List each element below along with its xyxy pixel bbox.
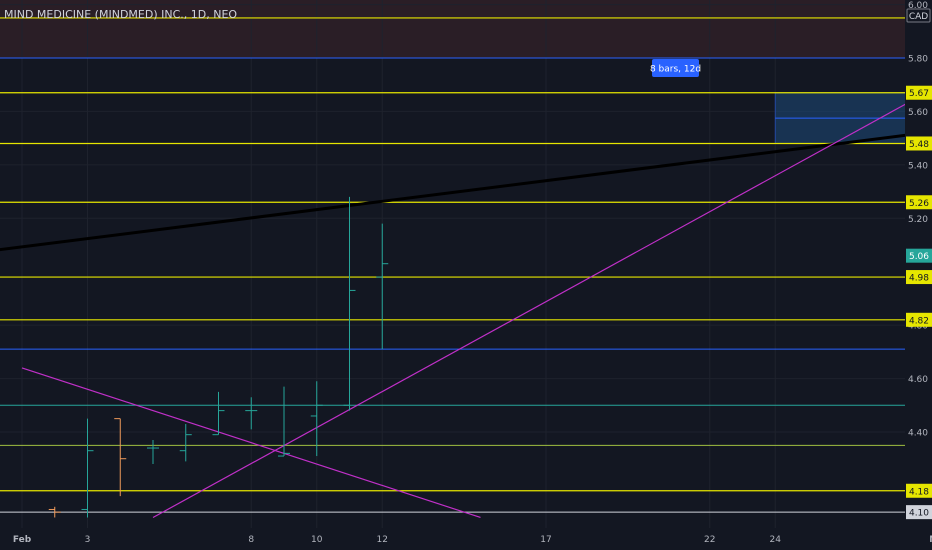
level-tag (906, 312, 932, 327)
horizontal-levels[interactable] (0, 17, 905, 513)
level-tag (906, 85, 932, 100)
level-tag-text: 4.98 (909, 274, 929, 284)
interval: 1D (190, 8, 207, 21)
exchange: NEO (213, 8, 238, 21)
level-tag (906, 270, 932, 285)
ohlc-bar (114, 418, 127, 497)
ohlc-bar (310, 381, 323, 457)
time-tick-label: Feb (13, 535, 32, 545)
level-tag-text: 4.10 (909, 509, 929, 519)
level-price-tags: 5.67 5.48 5.26 4.98 4.82 4.18 4.10 5.06 (906, 85, 932, 520)
ohlc-bars (48, 196, 389, 518)
time-axis[interactable] (0, 528, 905, 550)
currency-label: CAD (909, 12, 928, 22)
price-tick-label: 5.40 (908, 161, 928, 171)
ohlc-bar (147, 440, 159, 465)
last-price-text: 5.06 (909, 252, 929, 262)
measure-label: 8 bars, 12d (650, 59, 701, 77)
price-tick-label: 5.20 (908, 215, 928, 225)
time-tick-label: 22 (704, 535, 715, 545)
price-tick-label: 5.60 (908, 108, 928, 118)
price-axis[interactable] (905, 0, 932, 528)
currency-badge[interactable]: CAD (906, 8, 931, 23)
ohlc-bar (278, 386, 290, 457)
chart-title: MIND MEDICINE (MINDMED) INC., 1D, NEO (4, 8, 238, 21)
time-tick-label: 10 (311, 535, 323, 545)
ohlc-bar (212, 391, 225, 436)
ohlc-bar (245, 397, 258, 430)
measure-label-text: 8 bars, 12d (650, 65, 701, 75)
time-axis-labels: Feb381012172224Mar3810 (13, 535, 932, 545)
trend-line[interactable] (21, 367, 481, 519)
time-tick-label: 17 (540, 535, 551, 545)
level-tag (906, 195, 932, 210)
level-tag-text: 5.48 (909, 140, 929, 150)
time-tick-label: 12 (377, 535, 388, 545)
time-tick-label: 3 (85, 535, 91, 545)
price-tick-label: 6.00 (908, 1, 928, 11)
ohlc-bar (81, 418, 94, 518)
ohlc-bar (376, 223, 389, 350)
level-tag-text: 5.26 (909, 199, 929, 209)
trend-line[interactable] (0, 61, 932, 272)
level-tag (906, 136, 932, 151)
price-tick-label: 4.60 (908, 375, 928, 385)
ohlc-bar (179, 423, 192, 462)
price-tick-label: 5.80 (908, 55, 928, 65)
ohlc-bar (48, 506, 61, 518)
price-tick-label: 4.40 (908, 429, 928, 439)
upper-zone-shading (0, 0, 905, 58)
ohlc-bar (343, 196, 356, 411)
level-tag-text: 4.18 (909, 487, 929, 497)
level-tag (906, 483, 932, 498)
level-tag-text: 4.82 (909, 316, 929, 326)
level-tag-text: 5.67 (909, 89, 929, 99)
time-tick-label: 8 (248, 535, 254, 545)
time-tick-label: Mar (929, 535, 932, 545)
time-tick-label: 24 (770, 535, 782, 545)
symbol-name: MIND MEDICINE (MINDMED) INC. (4, 8, 184, 21)
last-price-tag (906, 248, 932, 263)
level-tag (906, 505, 932, 520)
